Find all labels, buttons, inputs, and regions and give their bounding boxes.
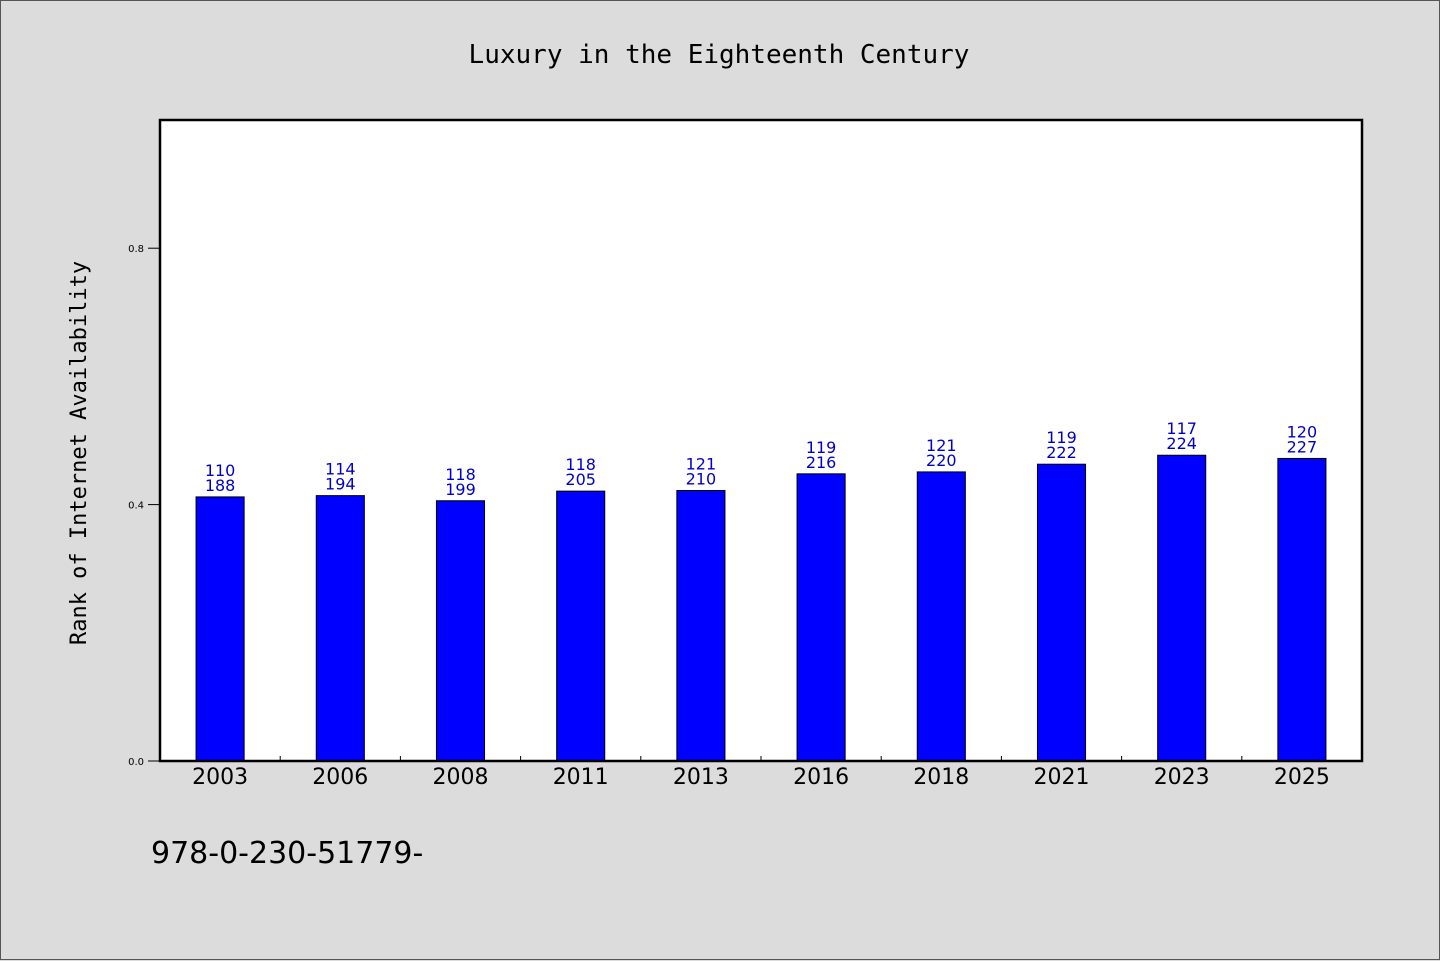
bar-2021 [1036,463,1087,762]
y-tick-label-0.0: 0.0 [128,757,144,768]
data-label-top-2021: 119 [1046,428,1077,447]
data-label-top-2016: 119 [806,438,837,457]
data-label-top-2013: 121 [686,454,717,473]
plot-frame [158,118,1364,763]
x-axis: 2003 2006 2008 2011 2013 2016 2018 2021 2023 2025 [192,756,1330,790]
bar-2013 [676,489,726,762]
y-axis-label: Rank of Internet Availability [67,261,92,645]
x-tick-label-2013: 2013 [673,765,729,790]
data-label-bottom-2003: 188 [205,476,236,495]
x-tick-label-2003: 2003 [192,765,248,790]
x-tick-label-2011: 2011 [553,765,609,790]
x-tick-label-2006: 2006 [312,765,368,790]
y-axis: 0.0 0.4 0.8 [128,244,160,768]
data-labels-group: 1101881141941181991182051212101192161212… [205,419,1317,499]
bar-2025 [1277,457,1327,762]
x-tick-label-2016: 2016 [793,765,849,790]
bar-2003 [195,496,245,762]
data-label-bottom-2025: 227 [1287,437,1318,456]
x-tick-label-2023: 2023 [1154,765,1210,790]
bars-group [195,454,1327,762]
data-label-bottom-2011: 205 [565,470,596,489]
data-label-top-2023: 117 [1166,419,1197,438]
data-label-bottom-2018: 220 [926,451,957,470]
data-label-bottom-2021: 222 [1046,443,1077,462]
x-tick-label-2018: 2018 [913,765,969,790]
bar-2008 [435,500,486,762]
x-tick-label-2008: 2008 [433,765,489,790]
y-tick-label-0.4: 0.4 [128,501,144,512]
bar-2011 [556,490,606,762]
data-label-bottom-2016: 216 [806,453,837,472]
data-label-top-2008: 118 [445,465,476,484]
bar-2006 [315,495,365,762]
data-label-top-2018: 121 [926,436,957,455]
y-tick-label-0.8: 0.8 [128,244,144,255]
data-label-bottom-2013: 210 [686,469,717,488]
bar-2018 [916,471,966,762]
x-tick-label-2021: 2021 [1034,765,1090,790]
data-label-top-2025: 120 [1287,422,1318,441]
footer-isbn: 978-0-230-51779- [151,836,423,871]
data-label-top-2003: 110 [205,461,236,480]
data-label-bottom-2023: 224 [1166,434,1197,453]
bar-2016 [796,473,846,762]
chart-title: Luxury in the Eighteenth Century [469,40,970,70]
data-label-bottom-2008: 199 [445,480,476,499]
data-label-top-2011: 118 [565,455,596,474]
x-tick-label-2025: 2025 [1274,765,1330,790]
data-label-top-2006: 114 [325,460,356,479]
data-label-bottom-2006: 194 [325,475,356,494]
bar-2023 [1157,454,1207,762]
